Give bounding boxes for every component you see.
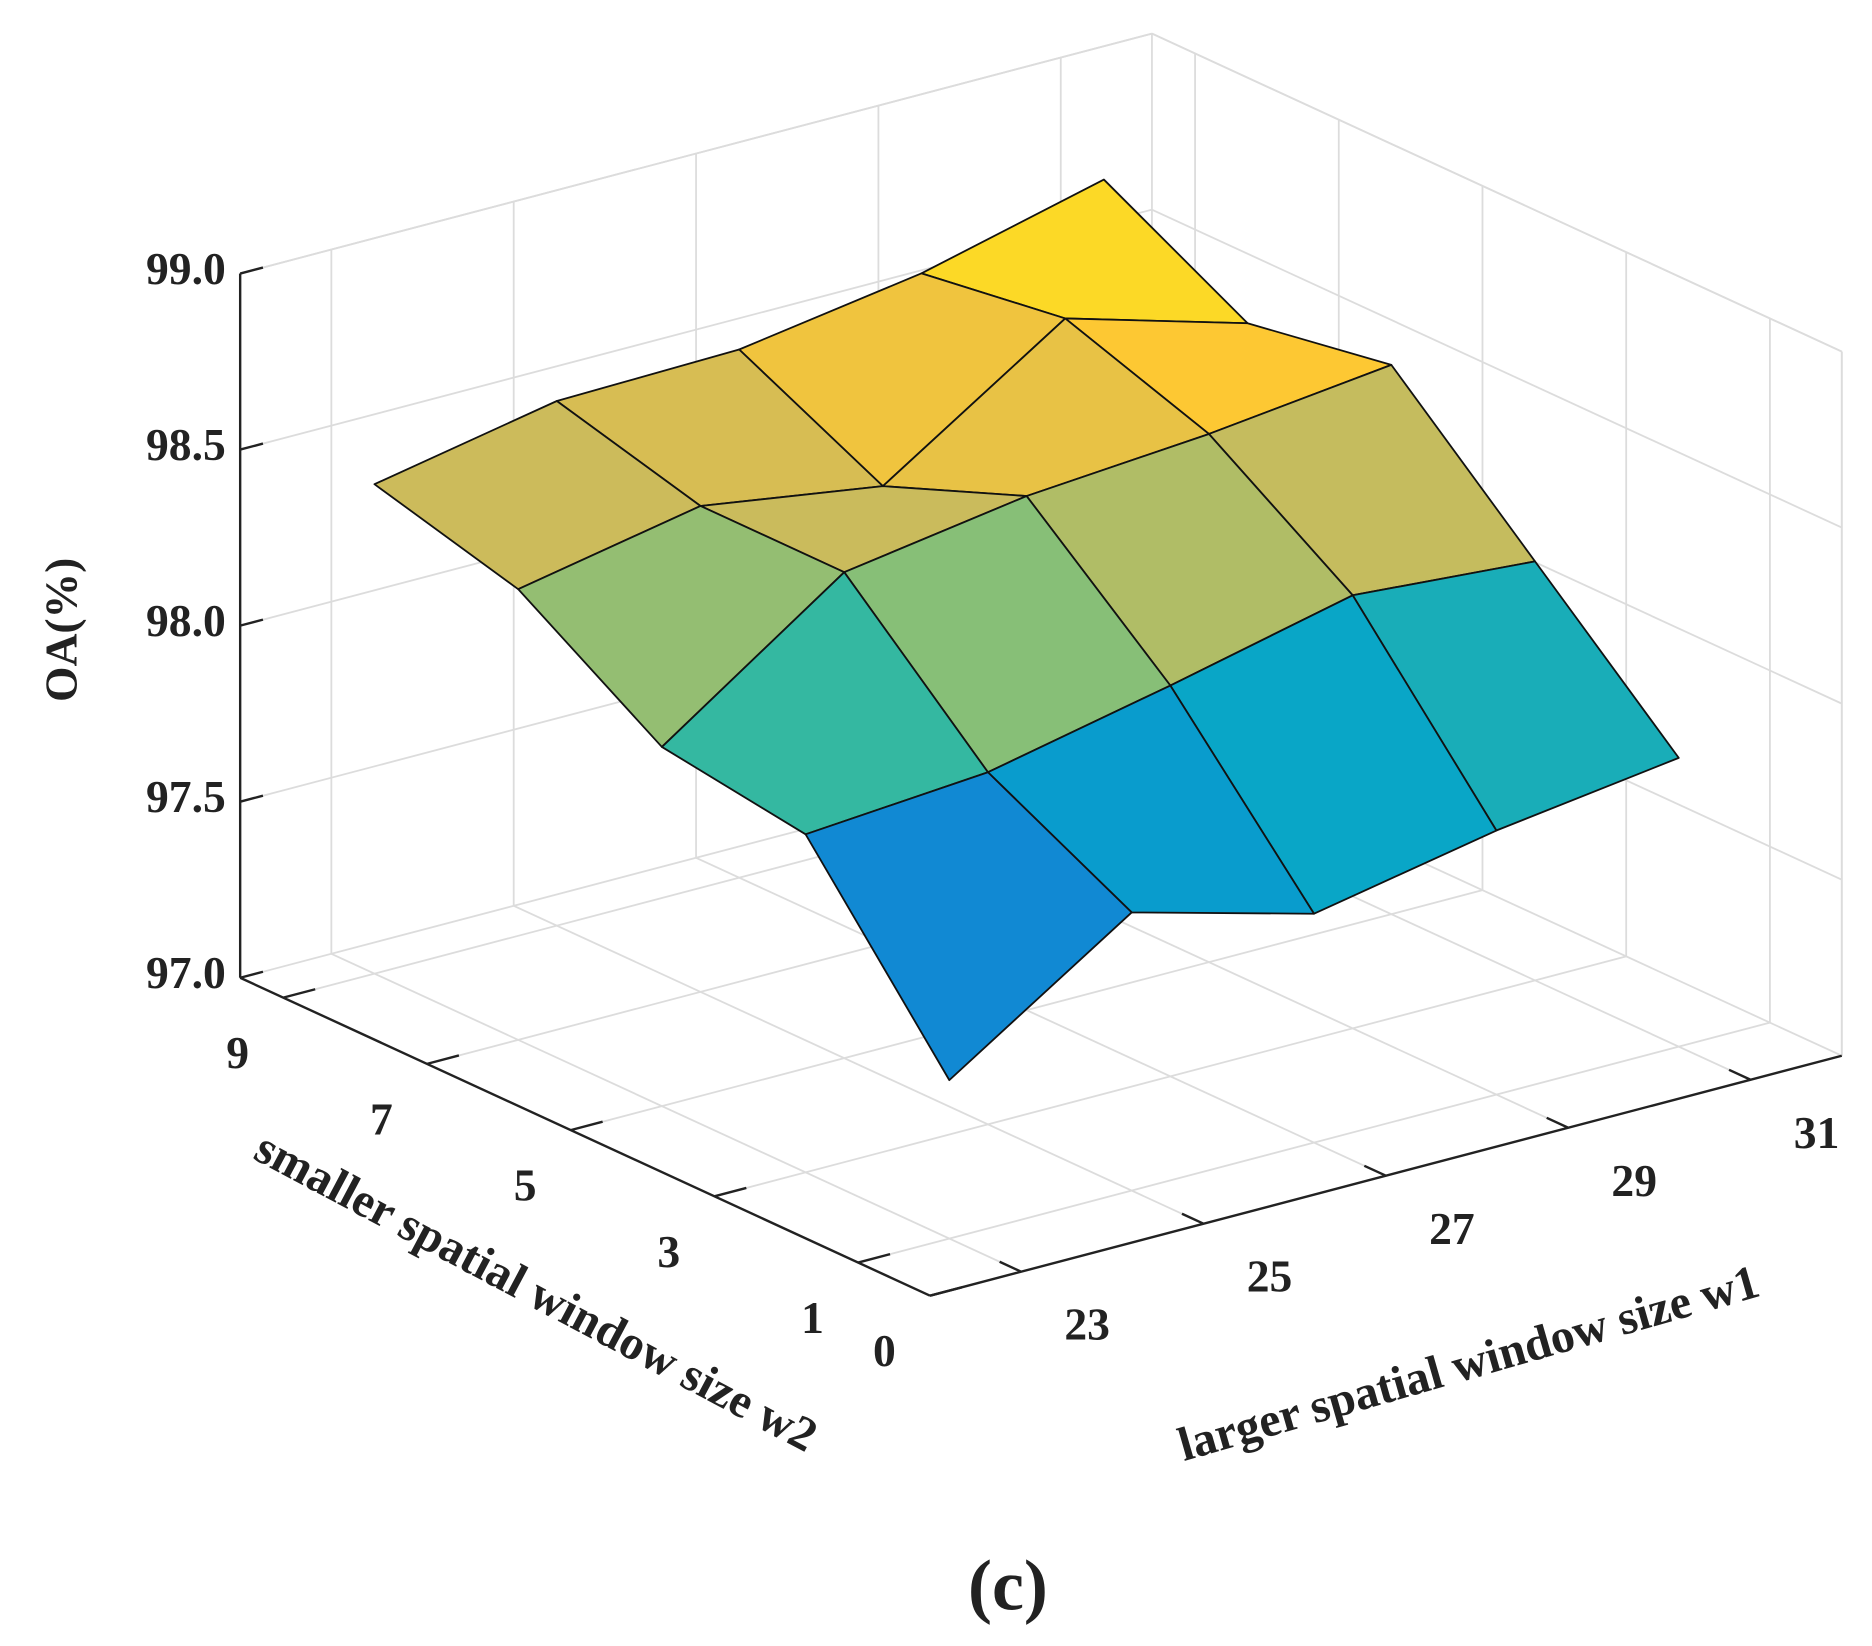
grid-line	[695, 856, 1387, 1177]
surface-face	[804, 771, 1133, 1082]
y-tick	[570, 1120, 603, 1132]
z-tick-label: 97.0	[146, 947, 226, 998]
y-tick-label: 5	[514, 1160, 537, 1211]
z-tick	[239, 618, 264, 627]
x-tick	[999, 1260, 1022, 1273]
y-tick-label: 9	[226, 1027, 249, 1078]
z-tick	[239, 970, 264, 979]
box-edge	[1151, 32, 1843, 353]
z-tick-label: 98.5	[146, 419, 226, 470]
x-tick-label: 25	[1247, 1251, 1293, 1302]
grid-line	[330, 952, 1022, 1273]
x-tick-label: 31	[1794, 1107, 1840, 1158]
box-edge	[239, 32, 1153, 275]
y-tick	[857, 1253, 891, 1264]
grid-line	[513, 904, 1204, 1225]
y-tick	[929, 1286, 963, 1297]
y-axis	[239, 976, 931, 1297]
z-tick	[239, 794, 264, 803]
x-tick	[1728, 1068, 1752, 1081]
z-tick-label: 99.0	[146, 243, 226, 294]
z-axis-label: OA(%)	[36, 558, 87, 702]
x-tick	[1546, 1116, 1569, 1129]
x-tick-label: 29	[1611, 1155, 1657, 1206]
x-tick-label: 27	[1429, 1203, 1475, 1254]
z-tick	[239, 266, 264, 275]
x-axis	[929, 1054, 1843, 1297]
x-tick	[1181, 1212, 1205, 1225]
x-tick-label: 23	[1064, 1299, 1110, 1350]
z-tick-label: 97.5	[146, 771, 226, 822]
caption: (c)	[968, 1546, 1048, 1626]
z-tick	[239, 442, 264, 451]
x-tick	[1363, 1164, 1387, 1177]
grid-line	[1151, 208, 1843, 529]
y-tick-label: 1	[801, 1292, 824, 1343]
y-tick-label: 3	[657, 1226, 680, 1277]
grid-line	[857, 1021, 1771, 1264]
z-tick-label: 98.0	[146, 595, 226, 646]
y-tick	[714, 1186, 747, 1198]
y-tick	[426, 1054, 460, 1066]
y-tick-label: 7	[370, 1093, 393, 1144]
y-tick	[282, 988, 316, 999]
grid-line	[714, 955, 1627, 1198]
y-tick-label: 0	[873, 1325, 896, 1376]
